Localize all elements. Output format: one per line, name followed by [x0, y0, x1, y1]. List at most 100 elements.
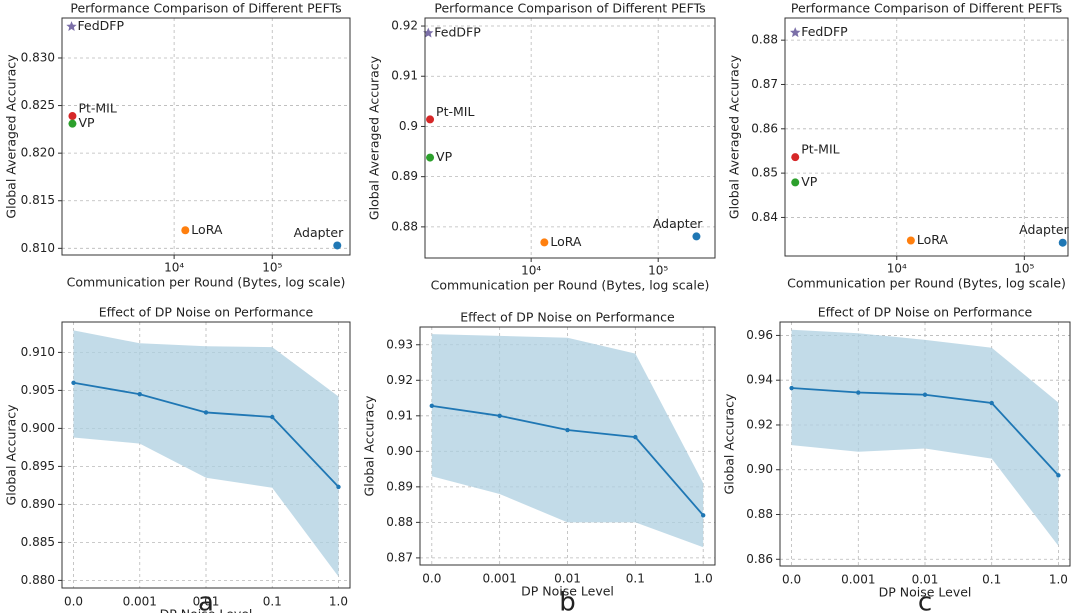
chart-title: Performance Comparison of Different PEFT…: [791, 1, 1062, 16]
y-tick-label: 0.895: [21, 459, 55, 473]
x-axis-label: DP Noise Level: [160, 607, 253, 613]
y-tick-label: 0.90: [746, 462, 773, 476]
y-tick-label: 0.86: [746, 552, 773, 566]
point: [203, 410, 209, 415]
y-tick-label: 0.87: [751, 77, 778, 91]
point-label: Pt-MIL: [78, 101, 116, 116]
confidence-band: [791, 329, 1059, 546]
point: [497, 413, 502, 419]
point-label: FedDFP: [434, 25, 481, 40]
x-tick-label: 0.0: [64, 595, 83, 609]
y-tick-label: 0.900: [21, 421, 55, 435]
point: [856, 390, 861, 395]
y-axis-label: Global Averaged Accuracy: [727, 54, 742, 219]
chart-panel: 0.810 0.815 0.820 0.825 0.830 10⁴ 10⁵ FedDFP Pt-…: [4, 1, 351, 290]
y-tick-label: 0.9: [399, 119, 418, 133]
point-label: LoRA: [917, 232, 949, 247]
point: [692, 232, 701, 241]
y-tick-label: 0.92: [391, 19, 418, 33]
plot-frame: [784, 17, 1069, 257]
y-tick-label: 0.90: [386, 444, 413, 458]
point: [1056, 473, 1061, 478]
y-tick-label: 0.820: [21, 146, 55, 160]
y-tick-label: 0.86: [751, 121, 778, 135]
chart-title: Performance Comparison of Different PEFT…: [434, 1, 705, 16]
x-tick-label: 10⁵: [262, 261, 282, 275]
y-axis-label: Global Averaged Accuracy: [4, 54, 19, 219]
point-label: LoRA: [550, 234, 582, 249]
y-tick-label: 0.89: [391, 169, 418, 183]
y-axis-label: Global Accuracy: [4, 404, 19, 506]
plot-frame: [779, 321, 1071, 567]
point-label: Adapter: [1019, 222, 1069, 237]
y-tick-label: 0.88: [746, 507, 773, 521]
x-tick-label: 10⁴: [164, 261, 184, 275]
point: [701, 513, 706, 518]
y-tick-label: 0.825: [21, 98, 55, 112]
y-tick-label: 0.92: [386, 373, 413, 387]
x-tick-label: 0.01: [554, 572, 581, 586]
point: [181, 226, 190, 235]
point: [633, 434, 638, 440]
point-label: FedDFP: [78, 18, 125, 33]
y-tick-label: 0.88: [386, 515, 413, 529]
point: [333, 241, 342, 250]
point: [1058, 238, 1067, 247]
x-tick-label: 10⁵: [648, 264, 668, 278]
y-tick-label: 0.91: [391, 69, 418, 83]
x-tick-label: 0.1: [263, 595, 282, 609]
point-label: VP: [78, 115, 95, 130]
panel-label: c: [918, 588, 932, 613]
confidence-band: [73, 330, 339, 577]
point: [565, 427, 570, 433]
point-label: Adapter: [653, 216, 703, 231]
point: [922, 392, 928, 397]
y-tick-label: 0.88: [751, 33, 778, 47]
chart-title: Effect of DP Noise on Performance: [460, 310, 675, 325]
point: [989, 400, 994, 406]
point: [426, 153, 435, 162]
y-tick-label: 0.94: [746, 373, 773, 387]
y-tick-label: 0.810: [21, 241, 55, 255]
x-tick-label: 10⁴: [521, 264, 541, 278]
x-tick-label: 0.0: [422, 572, 441, 586]
point: [540, 238, 549, 247]
point: [906, 236, 915, 245]
x-tick-label: 0.1: [982, 573, 1001, 587]
y-tick-label: 0.92: [746, 417, 773, 431]
y-tick-label: 0.96: [746, 328, 773, 342]
point: [336, 484, 341, 490]
y-tick-label: 0.87: [386, 550, 413, 564]
point-label: Pt-MIL: [436, 104, 474, 119]
x-tick-label: 1.0: [329, 595, 348, 609]
plot-frame: [61, 321, 351, 589]
y-axis-label: Global Accuracy: [362, 395, 377, 497]
x-tick-label: 0.001: [841, 573, 875, 587]
x-tick-label: 0.001: [123, 595, 157, 609]
x-tick-label: 1.0: [694, 572, 713, 586]
plot-frame: [61, 17, 351, 256]
point: [68, 119, 77, 128]
x-axis-label: DP Noise Level: [879, 585, 972, 600]
point-label: Pt-MIL: [801, 142, 839, 157]
y-tick-label: 0.84: [751, 210, 778, 224]
x-tick-label: 1.0: [1049, 573, 1068, 587]
point: [789, 385, 794, 391]
y-tick-label: 0.85: [751, 166, 778, 180]
x-tick-label: 0.01: [912, 573, 939, 587]
chart-panel: 0.84 0.85 0.86 0.87 0.88 10⁴ 10⁵ FedDFP Pt-MIL VP…: [727, 1, 1070, 291]
x-tick-label: 0.1: [626, 572, 645, 586]
x-axis-label: Communication per Round (Bytes, log scal…: [787, 276, 1066, 291]
point-label: Adapter: [294, 225, 344, 240]
chart-title: Effect of DP Noise on Performance: [818, 305, 1033, 320]
chart-panel: 0.86 0.88 0.90 0.92 0.94 0.96 0.0 0.001 0.01 0.1 1…: [722, 305, 1071, 613]
y-tick-label: 0.880: [21, 573, 55, 587]
plot-frame: [424, 17, 716, 259]
plot-frame: [419, 326, 716, 566]
point: [423, 27, 434, 38]
point-label: VP: [436, 149, 453, 164]
chart-panel: 0.88 0.89 0.9 0.91 0.92 10⁴ 10⁵ FedDFP Pt-MIL VP L…: [367, 1, 716, 293]
chart-panel: 0.880 0.885 0.890 0.895 0.900 0.905 0.910 0.0 0.…: [4, 305, 351, 613]
y-axis-label: Global Averaged Accuracy: [367, 55, 382, 220]
